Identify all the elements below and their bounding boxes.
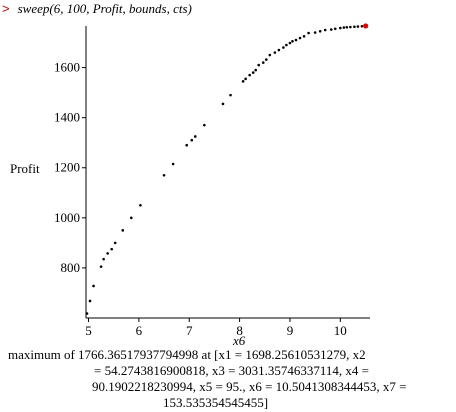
data-point <box>294 38 298 42</box>
data-point <box>113 241 117 245</box>
data-point <box>203 123 206 127</box>
data-point <box>85 312 89 315</box>
data-point <box>185 143 189 147</box>
data-point <box>261 61 265 64</box>
data-point <box>313 31 317 34</box>
data-point <box>329 28 333 31</box>
data-point <box>139 204 142 207</box>
command-text[interactable]: sweep(6, 100, Profit, bounds, cts) <box>17 1 192 16</box>
data-point <box>302 34 306 38</box>
x-tick-label: 9 <box>287 323 294 338</box>
data-point <box>92 284 95 288</box>
data-point <box>221 102 225 106</box>
data-point <box>288 41 292 45</box>
profit-plot: 800 1000 1200 1400 1600 5 6 7 8 9 10 Profit x6 <box>10 23 370 346</box>
data-point <box>106 252 109 255</box>
y-axis-label: Profit <box>10 161 40 176</box>
data-point <box>190 138 194 142</box>
x-axis-label: x6 <box>232 333 246 346</box>
prompt-marker: > <box>2 1 10 16</box>
data-point <box>193 135 197 138</box>
y-tick-label: 1600 <box>54 60 80 75</box>
x-tick-label: 8 <box>236 323 243 338</box>
data-point <box>360 24 364 28</box>
data-point <box>323 28 327 32</box>
x-tick-label: 7 <box>186 323 193 338</box>
data-point <box>121 229 125 232</box>
result-output: maximum of 1766.36517937794998 at [x1 = … <box>0 347 456 411</box>
data-point <box>102 257 105 261</box>
y-tick-label: 800 <box>61 260 81 275</box>
data-point <box>244 77 247 81</box>
command-line[interactable]: > sweep(6, 100, Profit, bounds, cts) <box>0 0 192 18</box>
data-point <box>268 53 272 57</box>
maximum-point <box>363 23 369 29</box>
data-point <box>241 80 245 83</box>
x-tick-label: 5 <box>85 323 92 338</box>
result-line-2: = 54.2743816900818, x3 = 3031.3574633711… <box>94 363 370 378</box>
result-line-1: maximum of 1766.36517937794998 at [x1 = … <box>8 347 366 362</box>
data-point <box>353 25 356 29</box>
data-point <box>248 73 251 77</box>
data-point <box>264 58 268 61</box>
data-point <box>291 39 294 43</box>
result-line-4: 153.535354545455] <box>163 395 269 410</box>
data-point <box>345 25 349 29</box>
data-point <box>110 247 113 251</box>
data-point <box>99 265 103 268</box>
data-point <box>257 63 261 67</box>
x-tick-label: 6 <box>136 323 143 338</box>
data-point <box>130 216 133 220</box>
y-tick-label: 1200 <box>54 160 80 175</box>
x-tick-label: 10 <box>334 323 347 338</box>
data-point <box>277 48 281 52</box>
data-point <box>88 299 92 303</box>
data-point <box>273 51 277 54</box>
data-point <box>356 25 360 28</box>
data-point <box>251 71 255 74</box>
data-point <box>307 31 310 35</box>
data-point <box>282 46 285 49</box>
result-line-3: 90.1902218230994, x5 = 95., x6 = 10.5041… <box>92 379 407 394</box>
y-tick-label: 1400 <box>54 110 80 125</box>
data-point <box>162 173 166 177</box>
data-point <box>229 93 232 97</box>
data-point <box>318 29 322 33</box>
y-tick-label: 1000 <box>54 210 80 225</box>
data-point <box>298 36 302 40</box>
data-point <box>339 26 342 30</box>
data-point <box>171 162 175 166</box>
data-point <box>349 25 352 29</box>
data-point <box>285 43 288 47</box>
data-point <box>333 27 337 31</box>
data-point <box>254 68 258 72</box>
data-point <box>342 26 346 29</box>
